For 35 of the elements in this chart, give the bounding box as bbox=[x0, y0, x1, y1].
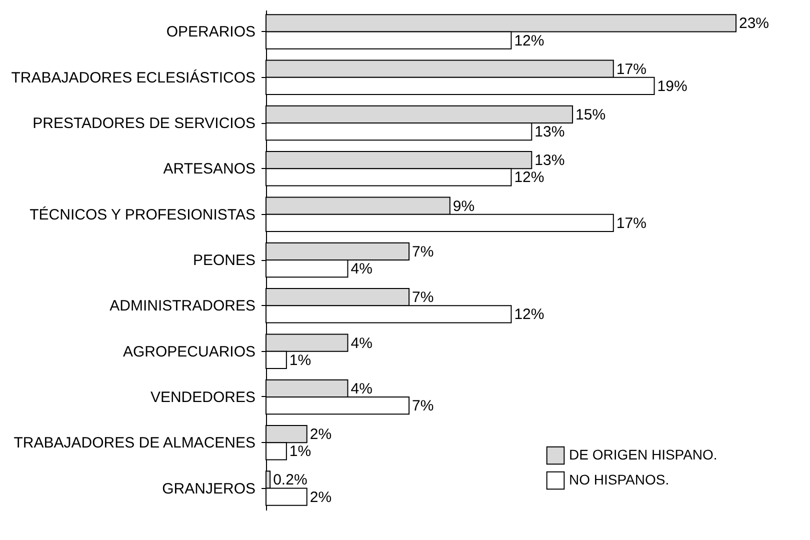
data-label: 17% bbox=[616, 60, 646, 78]
y-tick-label: VENDEDORES bbox=[150, 388, 256, 406]
data-label: 15% bbox=[576, 106, 606, 124]
y-tick-label: GRANJEROS bbox=[162, 480, 256, 498]
data-label: 13% bbox=[534, 152, 565, 170]
data-label: 13% bbox=[534, 124, 565, 141]
legend-label: NO HISPANOS. bbox=[569, 472, 670, 488]
data-label: 7% bbox=[412, 243, 434, 260]
data-label: 1% bbox=[289, 443, 312, 460]
y-tick-label: AGROPECUARIOS bbox=[122, 343, 256, 360]
y-tick-label: PEONES bbox=[192, 252, 256, 269]
y-tick-label: OPERARIOS bbox=[166, 24, 256, 41]
data-label: 12% bbox=[514, 32, 544, 50]
legend-label: DE ORIGEN HISPANO. bbox=[569, 446, 718, 462]
data-label: 17% bbox=[616, 214, 646, 232]
data-label: 7% bbox=[412, 398, 434, 415]
data-label: 9% bbox=[452, 198, 475, 215]
y-tick-label: TRABAJADORES DE ALMACENES bbox=[14, 434, 256, 452]
data-label: 2% bbox=[310, 488, 332, 506]
data-label: 12% bbox=[514, 169, 544, 186]
data-label: 2% bbox=[310, 426, 332, 444]
data-label: 4% bbox=[350, 260, 372, 278]
data-label: 7% bbox=[412, 289, 434, 306]
y-tick-label: TÉCNICOS Y PROFESIONISTAS bbox=[30, 205, 256, 224]
data-label: 0.2% bbox=[273, 472, 308, 489]
data-label: 1% bbox=[289, 352, 312, 369]
data-label: 4% bbox=[350, 334, 372, 352]
y-tick-label: PRESTADORES DE SERVICIOS bbox=[32, 115, 256, 132]
y-tick-label: TRABAJADORES ECLESIÁSTICOS bbox=[11, 68, 256, 86]
y-tick-label: ADMINISTRADORES bbox=[110, 298, 256, 315]
y-tick-label: ARTESANOS bbox=[163, 160, 256, 178]
data-label: 12% bbox=[514, 306, 544, 324]
data-label: 19% bbox=[657, 78, 688, 95]
data-label: 4% bbox=[350, 380, 372, 398]
data-label: 23% bbox=[739, 15, 770, 32]
